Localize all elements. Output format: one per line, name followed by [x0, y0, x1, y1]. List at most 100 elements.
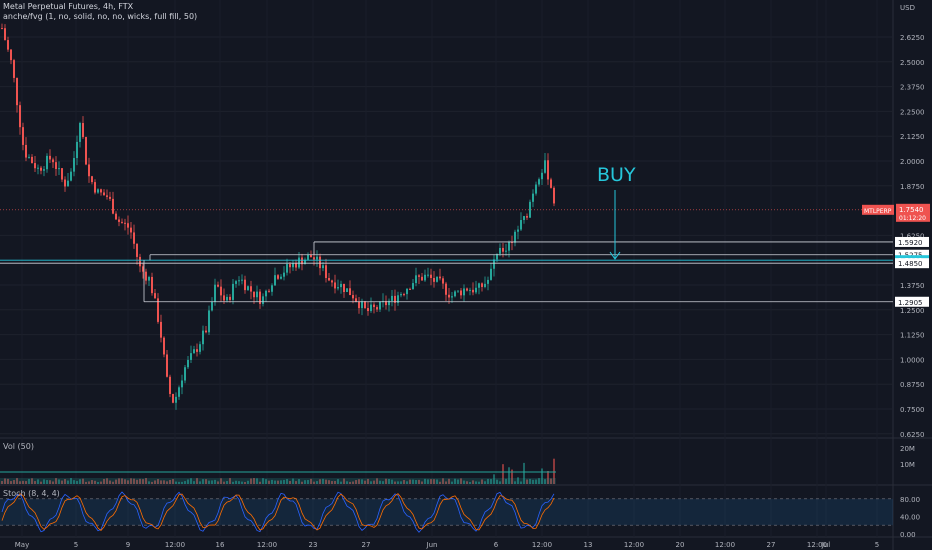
volume-bar — [460, 478, 462, 484]
candle-body — [58, 168, 60, 170]
price-tick-label: 1.6250 — [900, 232, 925, 240]
volume-bar — [277, 480, 279, 484]
volume-bar — [340, 481, 342, 484]
candle-body — [187, 359, 189, 368]
volume-bar — [286, 479, 288, 484]
candle-body — [130, 227, 132, 233]
candle-body — [172, 393, 174, 403]
price-tick-label: 1.2500 — [900, 307, 925, 315]
volume-bar — [550, 478, 552, 484]
time-tick-label: 12:00 — [715, 541, 735, 549]
candle-body — [439, 276, 441, 279]
volume-bar — [409, 479, 411, 484]
volume-bar — [397, 481, 399, 484]
candle-body — [16, 77, 18, 106]
current-price-badge — [896, 203, 930, 222]
candle-body — [61, 168, 63, 180]
volume-bar — [130, 478, 132, 484]
candle-body — [400, 294, 402, 296]
time-tick-label: 20 — [676, 541, 685, 549]
level-label: 1.5920 — [898, 239, 923, 247]
volume-bar — [289, 480, 291, 484]
volume-bar — [538, 478, 540, 484]
volume-bar — [163, 480, 165, 484]
buy-arrow-head — [609, 251, 621, 260]
volume-bar — [145, 478, 147, 484]
volume-bar — [85, 481, 87, 484]
time-axis[interactable]: May 5 9 12:00 16 12:00 23 27 Jun 6 12:00 13 12:00 20 1… — [15, 541, 879, 549]
candle-body — [277, 275, 279, 279]
candle-body — [205, 330, 207, 333]
candle-body — [283, 272, 285, 277]
symbol-title[interactable]: Metal Perpetual Futures, 4h, FTX — [3, 2, 134, 11]
candle-body — [139, 256, 141, 267]
candle-body — [388, 300, 390, 306]
volume-bar — [292, 478, 294, 484]
candle-body — [508, 241, 510, 251]
candle-body — [376, 307, 378, 310]
volume-bar — [307, 480, 309, 484]
volume-label[interactable]: Vol (50) — [3, 442, 34, 451]
volume-bar — [133, 478, 135, 484]
volume-bar — [151, 481, 153, 484]
candle-body — [148, 276, 150, 281]
level-badge — [895, 236, 929, 247]
price-tick-label: 1.3750 — [900, 282, 925, 290]
candle-body — [520, 220, 522, 230]
volume-bar — [193, 481, 195, 484]
volume-bar — [373, 480, 375, 484]
volume-bar — [70, 478, 72, 484]
volume-bar — [439, 481, 441, 484]
volume-bar — [430, 479, 432, 484]
candle-body — [208, 310, 210, 333]
candle-body — [523, 216, 525, 221]
volume-bars — [0, 458, 556, 484]
candle-body — [40, 167, 42, 171]
stochastic-oscillator — [0, 491, 893, 533]
volume-bar — [517, 477, 519, 484]
price-axis[interactable]: 2.6250 2.5000 2.3750 2.2500 2.1250 2.0000 1.87… — [862, 34, 930, 539]
price-tick-label: 0.6250 — [900, 431, 925, 439]
candle-body — [466, 288, 468, 291]
indicator-title[interactable]: anche/fvg (1, no, solid, no, no, wicks, … — [3, 12, 198, 21]
volume-bar — [502, 464, 504, 484]
candle-body — [166, 354, 168, 377]
volume-bar — [298, 479, 300, 484]
volume-bar — [169, 479, 171, 484]
volume-bar — [241, 481, 243, 484]
volume-bar — [253, 478, 255, 484]
volume-bar — [346, 481, 348, 484]
volume-bar — [472, 480, 474, 484]
candle-body — [34, 163, 36, 169]
candle-body — [478, 283, 480, 288]
candle-body — [196, 349, 198, 352]
price-tick-label: 0.8750 — [900, 381, 925, 389]
volume-bar — [349, 481, 351, 484]
price-tick-label: 2.6250 — [900, 34, 925, 42]
candle-body — [547, 160, 549, 180]
volume-bar — [418, 479, 420, 484]
volume-bar — [61, 480, 63, 484]
volume-bar — [220, 478, 222, 484]
volume-bar — [364, 480, 366, 484]
candle-body — [109, 196, 111, 199]
volume-bar — [223, 481, 225, 484]
candle-body — [112, 198, 114, 214]
candle-body — [298, 257, 300, 268]
volume-bar — [334, 481, 336, 484]
price-tick-label: 2.5000 — [900, 59, 925, 67]
candle-body — [202, 330, 204, 345]
candle-body — [541, 172, 543, 180]
stoch-label[interactable]: Stoch (8, 4, 4) — [3, 489, 60, 498]
candle-body — [424, 274, 426, 281]
buy-label: BUY — [597, 164, 636, 186]
volume-bar — [109, 480, 111, 484]
time-tick-label: 23 — [309, 541, 318, 549]
volume-bar — [274, 480, 276, 484]
candle-body — [427, 274, 429, 276]
candle-body — [316, 256, 318, 260]
candle-body — [199, 344, 201, 352]
candle-body — [325, 265, 327, 279]
candle-body — [103, 192, 105, 196]
